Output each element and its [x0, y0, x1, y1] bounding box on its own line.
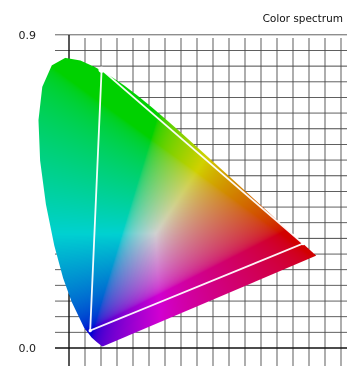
chart-title: Color spectrum: [263, 13, 343, 25]
gamut-triangle-group: [88, 66, 305, 333]
spectrum-image: [38, 57, 317, 347]
spectrum-fill: [38, 57, 317, 347]
y-tick-label: 0.0: [19, 342, 37, 355]
gamut-vertex: [88, 329, 92, 333]
gamut-triangle: [89, 68, 304, 332]
gamut-vertex: [301, 242, 305, 246]
y-tick-labels: 0.0 0.9: [19, 29, 37, 355]
y-tick-label: 0.9: [19, 29, 37, 42]
white-point-marker: [98, 66, 105, 73]
